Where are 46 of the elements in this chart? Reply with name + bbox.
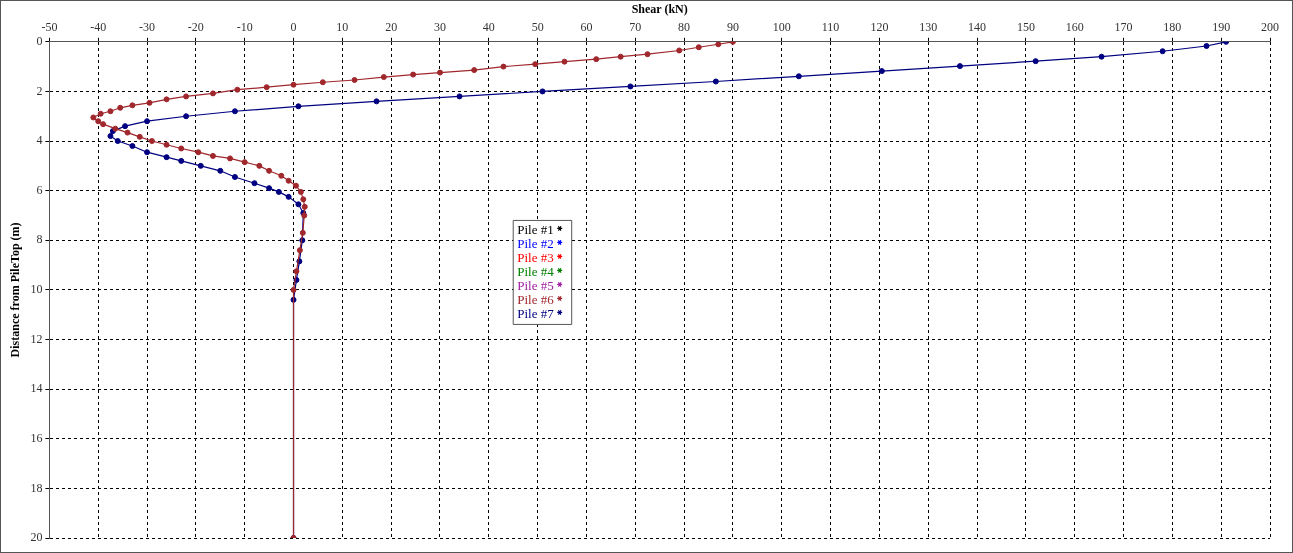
y-tick-label: 14 <box>30 381 43 396</box>
x-axis-title: Shear (kN) <box>631 2 688 17</box>
y-tick-label: 6 <box>36 182 43 197</box>
x-tick-label: 120 <box>870 19 889 34</box>
y-axis-title: Distance from PileTop (m) <box>8 222 23 358</box>
x-tick-label: 10 <box>336 19 349 34</box>
x-tick-label: -20 <box>187 19 204 34</box>
x-tick-label: -40 <box>90 19 107 34</box>
y-tick-label: 10 <box>30 282 43 297</box>
x-tick-label: 180 <box>1163 19 1182 34</box>
y-tick-label: 4 <box>36 133 43 148</box>
legend-label: Pile #3 <box>517 249 554 265</box>
x-tick-label: 40 <box>482 19 495 34</box>
x-tick-label: -50 <box>41 19 58 34</box>
x-tick-label: 30 <box>433 19 446 34</box>
legend-label: Pile #2 <box>517 235 554 251</box>
x-tick-label: 70 <box>629 19 642 34</box>
y-tick-label: 0 <box>36 33 43 48</box>
x-tick-label: -30 <box>139 19 156 34</box>
x-tick-label: 190 <box>1212 19 1231 34</box>
x-tick-label: 80 <box>678 19 691 34</box>
legend-label: Pile #6 <box>517 291 555 307</box>
x-tick-label: -10 <box>236 19 253 34</box>
x-tick-label: 140 <box>968 19 987 34</box>
x-tick-label: 150 <box>1016 19 1035 34</box>
x-tick-label: 160 <box>1065 19 1084 34</box>
y-tick-label: 18 <box>30 480 43 495</box>
y-tick-label: 16 <box>30 430 43 445</box>
x-tick-label: 130 <box>919 19 938 34</box>
x-tick-label: 170 <box>1114 19 1133 34</box>
y-tick-label: 8 <box>36 232 43 247</box>
legend-label: Pile #7 <box>517 305 555 321</box>
x-tick-label: 100 <box>772 19 791 34</box>
y-tick-label: 20 <box>30 530 43 545</box>
x-tick-label: 90 <box>726 19 739 34</box>
x-tick-label: 20 <box>385 19 398 34</box>
x-tick-label: 50 <box>531 19 544 34</box>
x-tick-label: 110 <box>821 19 840 34</box>
legend-label: Pile #5 <box>517 277 554 293</box>
x-tick-label: 200 <box>1261 19 1279 34</box>
y-tick-label: 2 <box>36 83 43 98</box>
legend-label: Pile #4 <box>517 263 555 279</box>
legend-label: Pile #1 <box>517 221 554 237</box>
y-tick-label: 12 <box>30 331 43 346</box>
x-tick-label: 60 <box>580 19 593 34</box>
x-tick-label: 0 <box>290 19 297 34</box>
